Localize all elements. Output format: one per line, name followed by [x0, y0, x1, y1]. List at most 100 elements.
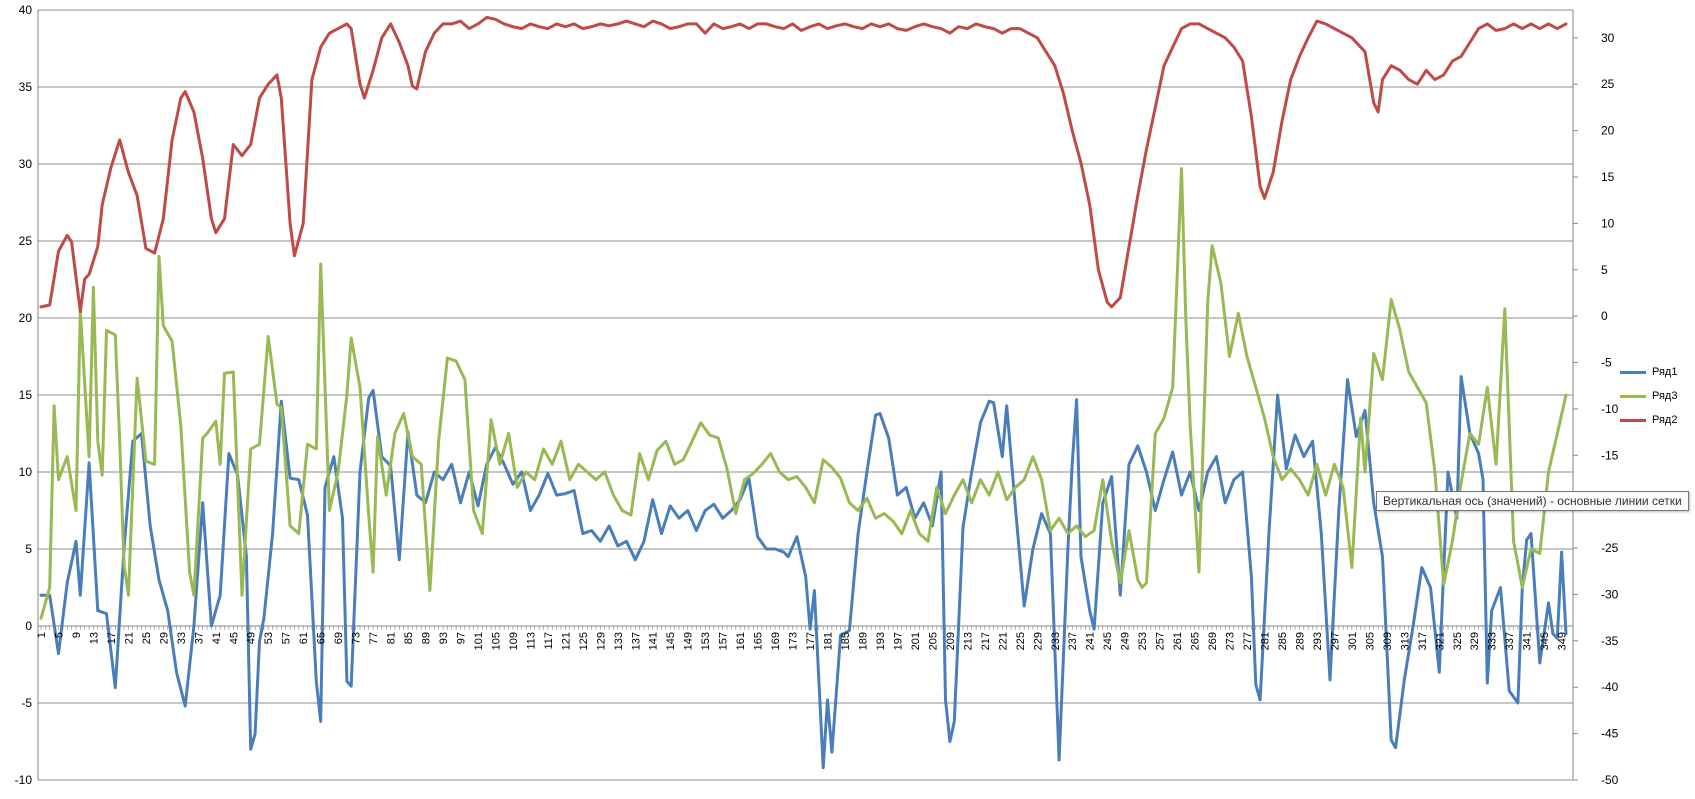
- x-tick-label: 105: [490, 632, 502, 650]
- x-tick-label: 129: [595, 632, 607, 650]
- tick-labels: -10-50510152025303540-50-45-40-35-30-25-…: [15, 3, 1619, 787]
- y-left-tick-label: 15: [19, 388, 33, 402]
- x-tick-label: 69: [333, 632, 345, 644]
- x-tick-label: 17: [106, 632, 118, 644]
- x-tick-label: 149: [683, 632, 695, 650]
- x-tick-label: 21: [123, 632, 135, 644]
- legend-swatch-series3: [1620, 394, 1646, 398]
- x-tick-label: 193: [875, 632, 887, 650]
- y-right-tick-label: 10: [1601, 216, 1615, 230]
- x-tick-label: 37: [193, 632, 205, 644]
- x-tick-label: 109: [508, 632, 520, 650]
- legend-swatch-series2: [1620, 418, 1646, 422]
- x-tick-label: 197: [892, 632, 904, 650]
- x-tick-label: 153: [700, 632, 712, 650]
- gridlines: [38, 9, 1573, 781]
- x-tick-label: 317: [1417, 632, 1429, 650]
- x-tick-label: 237: [1067, 632, 1079, 650]
- x-tick-label: 101: [473, 632, 485, 650]
- series-line-series2: [39, 15, 1568, 313]
- legend-item-series3[interactable]: Ряд3: [1620, 384, 1677, 408]
- y-right-tick-label: 15: [1601, 170, 1615, 184]
- x-tick-label: 157: [718, 632, 730, 650]
- x-tick-label: 337: [1504, 632, 1516, 650]
- x-tick-label: 121: [560, 632, 572, 650]
- y-right-tick-label: -10: [1601, 402, 1619, 416]
- x-tick-label: 165: [753, 632, 765, 650]
- x-tick-label: 325: [1452, 632, 1464, 650]
- x-tick-label: 333: [1487, 632, 1499, 650]
- series-line-series1: [39, 375, 1568, 770]
- axes: [37, 10, 1578, 781]
- x-tick-label: 33: [176, 632, 188, 644]
- legend[interactable]: Ряд1 Ряд3 Ряд2: [1620, 360, 1677, 432]
- x-tick-label: 45: [228, 632, 240, 644]
- legend-item-series2[interactable]: Ряд2: [1620, 408, 1677, 432]
- x-tick-label: 289: [1294, 632, 1306, 650]
- x-tick-label: 345: [1539, 632, 1551, 650]
- x-tick-label: 25: [141, 632, 153, 644]
- y-left-tick-label: -5: [21, 696, 32, 710]
- x-tick-label: 65: [316, 632, 328, 644]
- y-right-tick-label: 30: [1601, 31, 1615, 45]
- x-tick-label: 141: [648, 632, 660, 650]
- x-tick-label: 349: [1557, 632, 1569, 650]
- y-right-tick-label: 0: [1601, 309, 1608, 323]
- x-tick-label: 125: [578, 632, 590, 650]
- y-left-tick-label: -10: [15, 773, 33, 787]
- x-tick-label: 81: [386, 632, 398, 644]
- x-tick-label: 145: [665, 632, 677, 650]
- y-left-tick-label: 5: [25, 542, 32, 556]
- x-tick-label: 257: [1155, 632, 1167, 650]
- x-tick-label: 137: [630, 632, 642, 650]
- x-tick-label: 49: [246, 632, 258, 644]
- y-left-tick-label: 0: [25, 619, 32, 633]
- x-tick-label: 233: [1050, 632, 1062, 650]
- gridline-tooltip: Вертикальная ось (значений) - основные л…: [1376, 491, 1689, 511]
- y-left-tick-label: 35: [19, 80, 33, 94]
- series-lines: [39, 15, 1568, 770]
- x-tick-label: 297: [1329, 632, 1341, 650]
- legend-item-series1[interactable]: Ряд1: [1620, 360, 1677, 384]
- x-tick-label: 29: [158, 632, 170, 644]
- y-right-tick-label: 5: [1601, 263, 1608, 277]
- x-tick-label: 265: [1190, 632, 1202, 650]
- x-tick-label: 249: [1120, 632, 1132, 650]
- x-tick-label: 225: [1015, 632, 1027, 650]
- x-tick-label: 301: [1347, 632, 1359, 650]
- x-tick-label: 189: [857, 632, 869, 650]
- y-right-tick-label: -50: [1601, 773, 1619, 787]
- x-tick-label: 229: [1032, 632, 1044, 650]
- y-right-tick-label: -15: [1601, 448, 1619, 462]
- x-tick-label: 41: [211, 632, 223, 644]
- x-tick-label: 57: [281, 632, 293, 644]
- x-tick-label: 93: [438, 632, 450, 644]
- x-tick-label: 321: [1434, 632, 1446, 650]
- x-tick-label: 261: [1172, 632, 1184, 650]
- y-right-tick-label: -25: [1601, 541, 1619, 555]
- x-tick-label: 269: [1207, 632, 1219, 650]
- x-tick-label: 253: [1137, 632, 1149, 650]
- legend-swatch-series1: [1620, 370, 1646, 374]
- x-tick-label: 181: [823, 632, 835, 650]
- legend-label-series1: Ряд1: [1652, 366, 1678, 378]
- x-tick-label: 305: [1364, 632, 1376, 650]
- y-right-tick-label: 25: [1601, 77, 1615, 91]
- x-tick-label: 73: [351, 632, 363, 644]
- series-line-series3: [39, 167, 1568, 620]
- x-tick-label: 89: [421, 632, 433, 644]
- x-tick-label: 201: [910, 632, 922, 650]
- y-right-tick-label: -45: [1601, 727, 1619, 741]
- x-tick-label: 161: [735, 632, 747, 650]
- x-tick-label: 85: [403, 632, 415, 644]
- x-tick-label: 173: [788, 632, 800, 650]
- x-tick-label: 1: [36, 632, 48, 638]
- x-tick-label: 221: [997, 632, 1009, 650]
- x-tick-label: 341: [1522, 632, 1534, 650]
- y-right-tick-label: -5: [1601, 356, 1612, 370]
- x-tick-label: 209: [945, 632, 957, 650]
- x-tick-label: 117: [543, 632, 555, 650]
- y-left-tick-label: 25: [19, 234, 33, 248]
- y-right-tick-label: 20: [1601, 124, 1615, 138]
